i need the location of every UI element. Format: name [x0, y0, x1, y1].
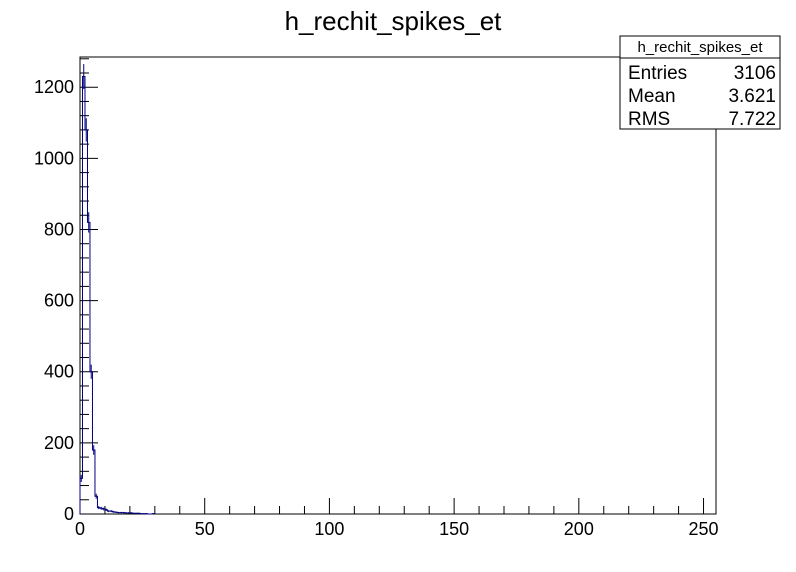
stats-box-frame	[619, 35, 781, 130]
y-tick-label: 1200	[34, 77, 74, 97]
stats-mean-label: Mean	[628, 86, 676, 107]
y-tick-label: 800	[44, 219, 74, 239]
chart-title: h_rechit_spikes_et	[285, 6, 503, 36]
y-tick-label: 200	[44, 433, 74, 453]
stats-box-title: h_rechit_spikes_et	[637, 39, 763, 56]
y-tick-label: 1000	[34, 148, 74, 168]
plot-frame	[79, 56, 717, 515]
y-tick-label: 0	[64, 504, 74, 524]
x-tick-label: 0	[75, 519, 85, 539]
x-tick-label: 200	[564, 519, 594, 539]
x-tick-label: 250	[689, 519, 719, 539]
stats-entries-value: 3106	[734, 63, 776, 84]
stats-box: h_rechit_spikes_et Entries 3106 Mean 3.6…	[619, 35, 781, 130]
stats-entries-label: Entries	[628, 63, 687, 84]
stats-rms-label: RMS	[628, 109, 670, 130]
x-tick-label: 50	[195, 519, 215, 539]
x-tick-label: 150	[439, 519, 469, 539]
histogram-outline	[79, 76, 156, 515]
y-tick-label: 600	[44, 291, 74, 311]
stats-rms-value: 7.722	[728, 109, 776, 130]
y-tick-label: 400	[44, 362, 74, 382]
x-tick-label: 100	[314, 519, 344, 539]
stats-mean-value: 3.621	[728, 86, 776, 107]
